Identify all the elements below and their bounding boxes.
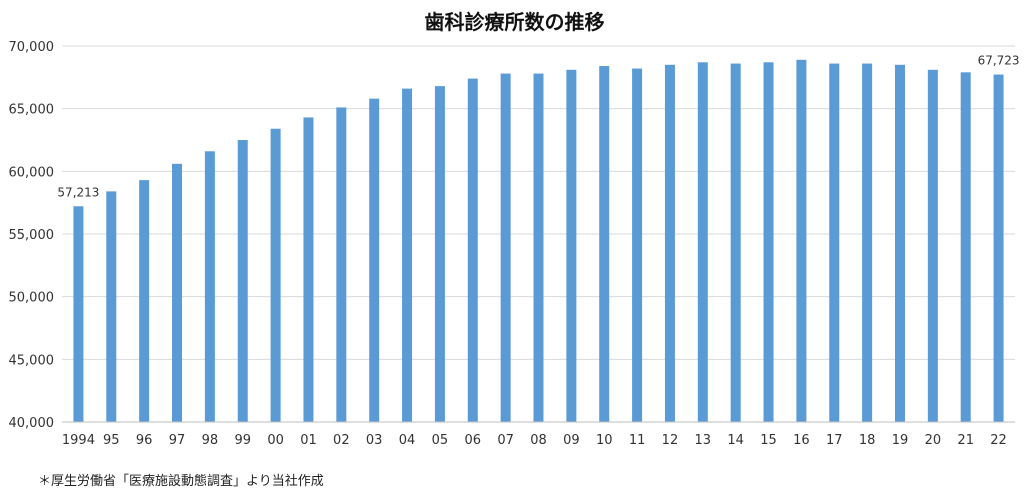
x-tick-label: 04 [399,433,416,448]
bar [993,74,1004,423]
bar [533,73,544,422]
x-tick-label: 12 [662,433,679,448]
x-tick-label: 14 [727,433,744,448]
bar [237,140,248,422]
bar [369,98,380,422]
bar [434,86,445,423]
bar [336,107,347,422]
bar [172,163,183,422]
x-tick-label: 97 [169,433,186,448]
x-tick-label: 18 [859,433,876,448]
bar [73,206,84,422]
x-tick-label: 99 [234,433,251,448]
bar [500,73,511,422]
x-axis-tick-labels: 1994 95 96 97 98 99 00 01 02 03 04 05 06 07 08 09 10 11 12… [62,433,1007,448]
bar [927,69,938,423]
bars [73,59,1004,423]
bar [894,64,905,423]
x-tick-label: 09 [563,433,580,448]
x-tick-label: 11 [629,433,646,448]
x-tick-label: 07 [497,433,514,448]
x-tick-label: 98 [202,433,219,448]
x-tick-label: 01 [300,433,317,448]
x-tick-label: 96 [136,433,153,448]
x-tick-label: 10 [596,433,613,448]
bar [204,151,215,422]
bar [862,63,873,423]
x-tick-label: 00 [267,433,284,448]
bar [402,88,413,422]
bar [467,78,478,422]
bar [599,66,610,422]
bar [664,64,675,423]
bar [763,62,774,422]
x-tick-label: 13 [695,433,712,448]
y-tick-label: 70,000 [9,40,55,55]
y-tick-label: 40,000 [9,416,55,431]
x-tick-label: 1994 [62,433,95,448]
bar [697,62,708,422]
bar [139,180,150,422]
x-tick-label: 02 [333,433,350,448]
data-label: 67,723 [978,54,1020,68]
bar [960,72,971,422]
bar [566,69,577,423]
y-tick-label: 65,000 [9,103,55,118]
x-tick-label: 21 [957,433,974,448]
x-tick-label: 08 [530,433,547,448]
x-tick-label: 16 [793,433,810,448]
bar [829,63,840,423]
chart-title: 歯科診療所数の推移 [424,10,605,34]
y-tick-label: 55,000 [9,228,55,243]
data-label: 57,213 [57,185,99,199]
x-tick-label: 06 [465,433,482,448]
bar [632,68,643,422]
source-note: ＊厚生労働省「医療施設動態調査」より当社作成 [38,474,324,489]
x-tick-label: 22 [990,433,1007,448]
data-labels: 57,213 67,723 [57,54,1019,200]
bar [730,63,741,423]
y-axis-tick-labels: 40,000 45,000 50,000 55,000 60,000 65,000 70,0… [9,40,55,431]
bar [796,59,807,422]
x-tick-label: 03 [366,433,383,448]
bar [106,191,117,422]
y-tick-label: 60,000 [9,165,55,180]
bar [303,117,314,422]
x-tick-label: 19 [892,433,909,448]
y-tick-label: 45,000 [9,353,55,368]
x-tick-label: 05 [432,433,449,448]
x-tick-label: 15 [760,433,777,448]
x-tick-label: 20 [925,433,942,448]
y-tick-label: 50,000 [9,291,55,306]
x-tick-label: 95 [103,433,120,448]
x-tick-label: 17 [826,433,843,448]
bar [270,128,281,422]
